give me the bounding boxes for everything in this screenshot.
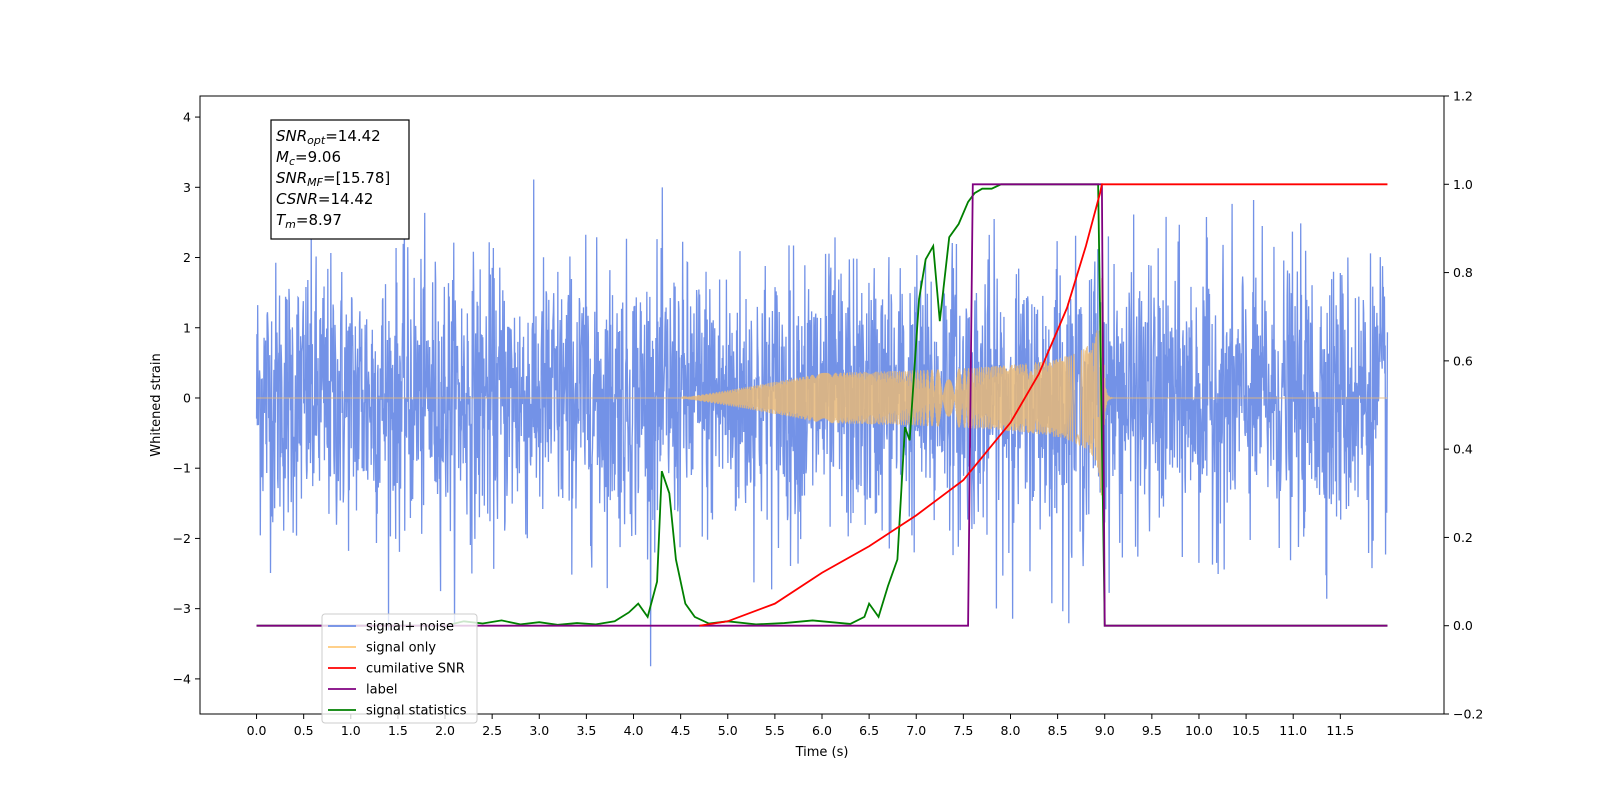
y-tick-label: −4: [173, 671, 191, 686]
x-tick-label: 10.5: [1232, 723, 1260, 738]
series-signal-statistics: [256, 183, 1388, 627]
annotation-symbol: SNR: [276, 169, 307, 187]
annotation-subscript: MF: [307, 176, 323, 189]
annotation-symbol: CSNR: [276, 190, 318, 208]
x-tick-label: 4.0: [624, 723, 644, 738]
annotation-subscript: c: [289, 155, 295, 168]
y-axis-label: Whitened strain: [149, 353, 164, 456]
annotation-symbol: SNR: [276, 127, 307, 145]
x-tick-label: 3.0: [529, 723, 549, 738]
x-tick-label: 0.0: [247, 723, 267, 738]
y-tick-label: −3: [173, 601, 191, 616]
x-tick-label: 1.5: [388, 723, 408, 738]
annotation-value: =[15.78]: [323, 169, 390, 187]
y-tick-label: 4: [183, 110, 191, 125]
y-tick-label: −1: [173, 461, 191, 476]
y-tick-label: 3: [183, 180, 191, 195]
legend-label: signal+ noise: [366, 620, 454, 635]
annotation-line: SNRMF=[15.78]: [276, 169, 390, 189]
y2-tick-label: 0.6: [1453, 353, 1473, 368]
y2-tick-label: 0.2: [1453, 530, 1473, 545]
x-tick-label: 11.0: [1279, 723, 1307, 738]
annotation-subscript: m: [285, 218, 296, 231]
plot-area: [255, 179, 1389, 667]
y2-tick-label: 0.4: [1453, 442, 1473, 457]
x-tick-label: 11.5: [1326, 723, 1354, 738]
y-tick-label: −2: [173, 531, 191, 546]
annotation-symbol: M: [276, 148, 289, 166]
series-signal-only: [256, 275, 1388, 499]
y2-tick-label: 0.0: [1453, 618, 1473, 633]
x-tick-label: 9.0: [1095, 723, 1115, 738]
annotation-symbol: T: [276, 211, 287, 229]
legend-label: cumilative SNR: [366, 662, 465, 677]
y-tick-label: 1: [183, 320, 191, 335]
legend-label: signal only: [366, 641, 436, 656]
annotation-frame: [270, 119, 410, 240]
x-tick-label: 6.0: [812, 723, 832, 738]
x-tick-label: 1.0: [341, 723, 361, 738]
x-tick-label: 6.5: [859, 723, 879, 738]
legend: signal+ noise signal only cumilative SNR la…: [321, 613, 478, 724]
annotation-line: SNRopt=14.42: [276, 127, 381, 147]
y2-tick-label: 0.8: [1453, 265, 1473, 280]
y2-tick-label: −0.2: [1453, 707, 1483, 722]
x-axis-label: Time (s): [795, 745, 849, 760]
annotation-value: =14.42: [318, 190, 374, 208]
annotation-value: =14.42: [325, 127, 381, 145]
y2-tick-label: 1.2: [1453, 89, 1473, 104]
annotation-line: CSNR=14.42: [276, 190, 373, 208]
annotation-line: Mc=9.06: [276, 148, 341, 168]
x-tick-label: 2.0: [435, 723, 455, 738]
x-tick-label: 8.5: [1048, 723, 1068, 738]
y-tick-label: 2: [183, 250, 191, 265]
x-tick-label: 3.5: [576, 723, 596, 738]
series-signal-noise: [255, 179, 1389, 667]
x-tick-label: 10.0: [1185, 723, 1213, 738]
legend-frame: [321, 613, 478, 724]
y2-tick-label: 1.0: [1453, 177, 1473, 192]
legend-label: label: [366, 683, 397, 698]
x-tick-label: 8.0: [1001, 723, 1021, 738]
x-tick-label: 0.5: [294, 723, 314, 738]
x-tick-label: 2.5: [482, 723, 502, 738]
annotation-subscript: opt: [307, 134, 326, 147]
series-cumulative-snr: [699, 183, 1388, 627]
series-label: [256, 183, 1388, 627]
x-tick-label: 4.5: [671, 723, 691, 738]
annotation-line: Tm=8.97: [276, 211, 342, 231]
annotation-value: =9.06: [295, 148, 341, 166]
annotation-box: SNRopt=14.42Mc=9.06SNRMF=[15.78]CSNR=14.…: [270, 119, 410, 240]
x-tick-label: 5.5: [765, 723, 785, 738]
y-tick-label: 0: [183, 390, 191, 405]
legend-label: signal statistics: [366, 704, 467, 719]
x-tick-label: 7.5: [953, 723, 973, 738]
x-tick-label: 9.5: [1142, 723, 1162, 738]
x-tick-label: 7.0: [906, 723, 926, 738]
annotation-value: =8.97: [296, 211, 342, 229]
x-tick-label: 5.0: [718, 723, 738, 738]
